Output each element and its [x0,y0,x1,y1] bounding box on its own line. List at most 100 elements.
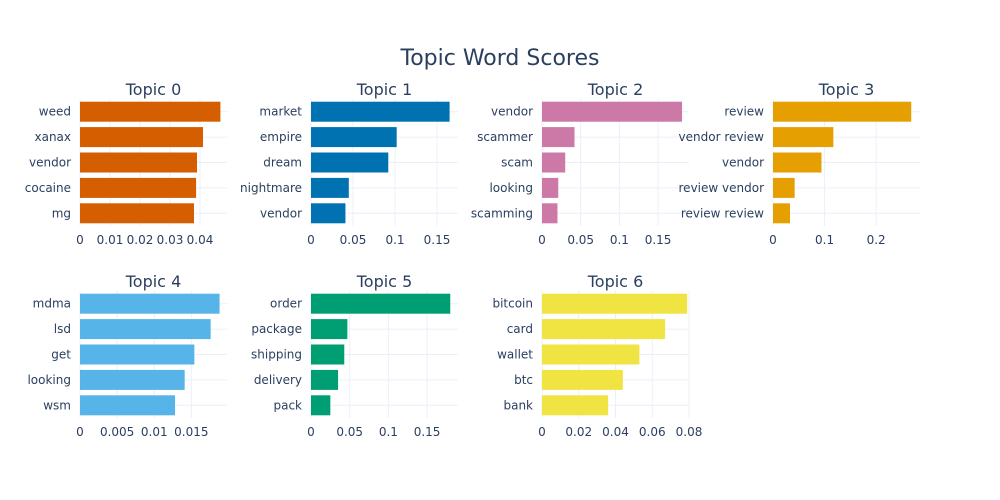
topic-3-bar [773,177,795,198]
topic-4-category-label: lsd [54,322,71,336]
topic-2-category-label: looking [489,181,533,195]
topic-3-category-label: review vendor [679,181,765,195]
topic-1-category-label: dream [263,156,302,170]
topic-6-x-tick-label: 0.08 [676,425,703,439]
topic-0-bar [80,152,197,173]
topic-2-bar [542,177,559,198]
topic-0-bar [80,101,221,122]
topic-5-bar [311,293,451,314]
topic-6-x-tick-label: 0 [538,425,546,439]
topic-4-panel: Topic 4 mdma lsd get looking wsm 0 0.005 0.01 0.0… [27,272,227,439]
topic-5-bar [311,344,345,365]
topic-2-category-label: scamming [471,206,533,220]
topic-4-category-label: get [51,348,71,362]
topic-2-bar [542,203,558,224]
topic-6-bar [542,293,688,314]
topic-3-bar [773,101,912,122]
topic-4-category-label: mdma [33,297,71,311]
topic-3-x-tick-label: 0 [769,233,777,247]
topic-1-bar [311,152,389,173]
topic-4-category-label: looking [27,373,71,387]
topic-3-x-tick-label: 0.1 [815,233,834,247]
topic-4-category-label: wsm [43,398,71,412]
topic-4-bar [80,344,195,365]
topic-6-panel: Topic 6 bitcoin card wallet btc bank 0 0.02 0.04… [492,272,702,439]
topic-6-x-tick-label: 0.04 [602,425,629,439]
topic-2-category-label: vendor [491,105,533,119]
topic-3-category-label: vendor review [679,130,765,144]
topic-6-x-tick-label: 0.02 [565,425,592,439]
topic-4-bar [80,293,220,314]
topic-3-x-tick-label: 0.2 [867,233,886,247]
topic-0-x-tick-label: 0.04 [187,233,214,247]
topic-1-title: Topic 1 [356,80,413,99]
topic-3-bar [773,127,834,148]
topic-3-bar [773,152,822,173]
topic-6-category-label: btc [514,373,533,387]
topic-3-title: Topic 3 [818,80,875,99]
topic-1-category-label: vendor [260,206,302,220]
figure-title: Topic Word Scores [400,46,600,71]
topic-0-x-tick-label: 0 [76,233,84,247]
topic-6-category-label: bank [503,398,533,412]
topic-3-category-label: review review [681,206,764,220]
topic-5-bar [311,369,339,390]
topic-4-bar [80,369,185,390]
topic-0-category-label: cocaine [25,181,71,195]
topic-6-x-tick-label: 0.06 [639,425,666,439]
topic-5-bar [311,319,348,340]
topic-5-category-label: shipping [251,348,302,362]
topic-6-bar [542,395,609,416]
topic-2-bar [542,101,683,122]
topic-0-title: Topic 0 [125,80,182,99]
topic-5-category-label: delivery [254,373,302,387]
topic-5-category-label: pack [273,398,302,412]
topic-0-panel: Topic 0 weed xanax vendor cocaine mg 0 0.01 0.02… [25,80,227,247]
topic-4-x-tick-label: 0.015 [174,425,208,439]
topic-0-bar [80,127,203,148]
topic-0-bar [80,177,197,198]
topic-1-x-tick-label: 0.1 [385,233,404,247]
topic-5-title: Topic 5 [356,272,413,291]
topic-5-x-tick-label: 0 [307,425,315,439]
topic-3-bar [773,203,791,224]
topic-2-bar [542,127,575,148]
topic-2-x-tick-label: 0 [538,233,546,247]
topic-0-category-label: vendor [29,156,71,170]
topic-1-bar [311,127,397,148]
topic-0-x-tick-label: 0.02 [127,233,154,247]
topic-2-x-tick-label: 0.15 [645,233,672,247]
topic-0-category-label: weed [39,105,71,119]
topic-6-bar [542,369,623,390]
topic-3-panel: Topic 3 review vendor review vendor review v… [679,80,920,247]
topic-5-panel: Topic 5 order package shipping delivery pack 0… [251,272,458,439]
topic-4-bar [80,395,176,416]
topic-1-bar [311,177,349,198]
topic-6-bar [542,319,666,340]
topic-0-x-tick-label: 0.01 [97,233,124,247]
topic-6-bar [542,344,640,365]
topic-0-bar [80,203,194,224]
topic-1-x-tick-label: 0 [307,233,315,247]
topic-1-category-label: nightmare [240,181,302,195]
topic-6-category-label: wallet [497,348,533,362]
topic-2-bar [542,152,566,173]
topic-5-x-tick-label: 0.1 [379,425,398,439]
topic-2-title: Topic 2 [587,80,644,99]
topic-5-bar [311,395,331,416]
topic-1-bar [311,101,450,122]
topic-4-bar [80,319,211,340]
topic-3-category-label: vendor [722,156,764,170]
topic-4-title: Topic 4 [125,272,182,291]
topic-0-category-label: mg [52,206,71,220]
topic-2-x-tick-label: 0.1 [610,233,629,247]
topic-5-x-tick-label: 0.05 [336,425,363,439]
topic-6-title: Topic 6 [587,272,644,291]
topic-6-category-label: card [507,322,533,336]
topic-2-category-label: scammer [477,130,533,144]
topic-1-panel: Topic 1 market empire dream nightmare vendor 0… [240,80,458,247]
topic-1-bar [311,203,346,224]
topic-5-category-label: package [251,322,302,336]
